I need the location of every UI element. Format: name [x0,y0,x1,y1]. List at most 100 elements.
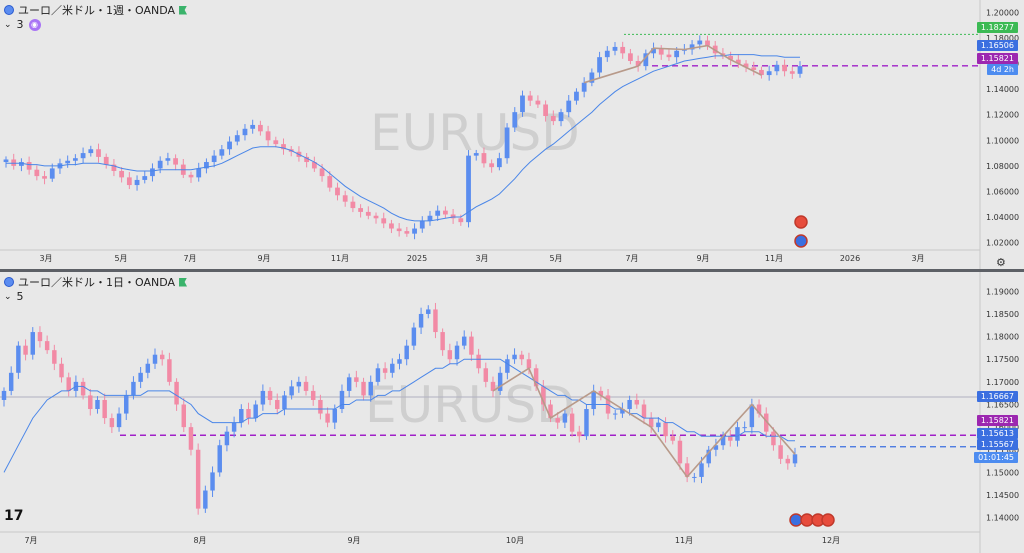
candle-body [80,153,86,159]
candle-body [346,377,352,391]
candle-body [604,50,610,58]
y-tick-label: 1.14500 [986,491,1019,500]
weekly-chart-svg[interactable]: EURUSD1.200001.180001.160001.140001.1200… [0,0,1024,270]
candle-body [275,399,280,410]
x-tick-label: 7月 [625,254,638,263]
candle-body [797,66,803,74]
candle-body [496,158,502,168]
candle-body [381,218,387,224]
candle-body [778,445,783,459]
candle-body [42,176,47,179]
candle-body [265,131,271,141]
candle-body [257,124,263,132]
candle-body [342,195,348,202]
candle-body [203,490,208,509]
x-tick-label: 11月 [675,536,693,545]
candle-body [713,445,719,450]
watermark-text: EURUSD [365,376,575,434]
candle-body [34,169,40,177]
candle-body [332,409,338,423]
candle-body [152,354,158,364]
candle-body [339,390,345,410]
candle-body [296,381,302,387]
candle-body [612,46,618,51]
candle-body [749,404,755,428]
candle-body [354,377,359,382]
x-tick-label: 3月 [39,254,52,263]
candle-body [558,112,564,122]
candle-body [138,372,143,382]
candle-body [476,354,481,369]
weekly-level-badge: 1.18277 [976,22,1018,33]
candle-body [131,381,136,396]
candle-body [751,67,757,70]
y-tick-label: 1.14000 [986,514,1019,523]
y-tick-label: 1.15500 [986,446,1019,455]
candle-body [16,345,21,373]
candle-body [670,436,675,441]
x-tick-label: 3月 [911,254,924,263]
candle-body [697,40,703,45]
daily-chart-panel[interactable]: EURUSD 1.19000 1.18500 1.18000 1.17500 1.1700… [0,272,1024,553]
candle-body [157,160,163,169]
candle-body [231,422,237,432]
candle-body [119,170,125,178]
candle-body [466,155,471,223]
candle-body [165,158,171,161]
weekly-chart-panel[interactable]: EURUSD1.200001.180001.160001.140001.1200… [0,0,1024,270]
candle-body [159,354,165,360]
candle-body [674,50,680,58]
chevron-down-icon[interactable]: ⌄ [4,19,12,30]
candle-body [358,208,363,212]
candle-body [426,309,431,314]
candle-body [95,399,100,410]
candle-body [23,345,28,355]
candle-body [361,381,366,396]
candle-body [49,168,55,179]
economic-event-icon [821,513,835,527]
panel-divider[interactable] [0,269,1024,272]
indicator-eye-icon[interactable]: ◉ [28,18,41,31]
daily-blue-line-badge: 1.15567 [976,439,1018,450]
candle-body [589,72,595,83]
candle-body [390,363,395,373]
settings-gear-icon[interactable]: ⚙ [996,256,1006,269]
candle-body [134,179,140,186]
candle-body [145,363,151,373]
tradingview-logo[interactable]: 17 [4,508,24,524]
candle-body [142,176,148,180]
x-tick-label: 5月 [549,254,562,263]
candle-body [102,399,107,419]
weekly-chart-title[interactable]: ユーロ／米ドル・1週・OANDA [18,4,176,17]
candle-body [327,176,333,188]
candle-body [789,71,795,74]
candle-body [88,149,94,154]
daily-chart-svg[interactable]: EURUSD 1.19000 1.18500 1.18000 1.17500 1.1700… [0,272,1024,553]
x-tick-label: 11月 [765,254,783,263]
candle-body [774,64,780,72]
candle-body [469,336,474,355]
candle-body [481,153,487,164]
zigzag-overlay-line [492,367,796,479]
candle-body [635,60,641,67]
candle-body [224,431,230,446]
daily-indicator-toggle[interactable]: ⌄ 5 [4,290,24,303]
weekly-ma-badge: 1.16506 [976,40,1018,51]
candle-body [505,359,510,373]
candle-body [219,149,225,156]
x-tick-label: 8月 [193,536,206,545]
economic-event-icon [800,513,814,527]
candle-body [418,313,424,328]
candle-body [581,82,587,92]
candle-body [512,354,517,360]
daily-chart-title[interactable]: ユーロ／米ドル・1日・OANDA [18,276,176,289]
weekly-indicator-toggle[interactable]: ⌄ 3 ◉ [4,18,41,31]
candle-body [365,211,371,216]
candle-body [785,458,791,464]
candle-body [174,381,179,405]
candle-body [792,454,798,464]
chevron-down-icon[interactable]: ⌄ [4,291,12,302]
candle-body [311,162,317,169]
candle-body [65,160,71,164]
candle-body [684,463,690,477]
